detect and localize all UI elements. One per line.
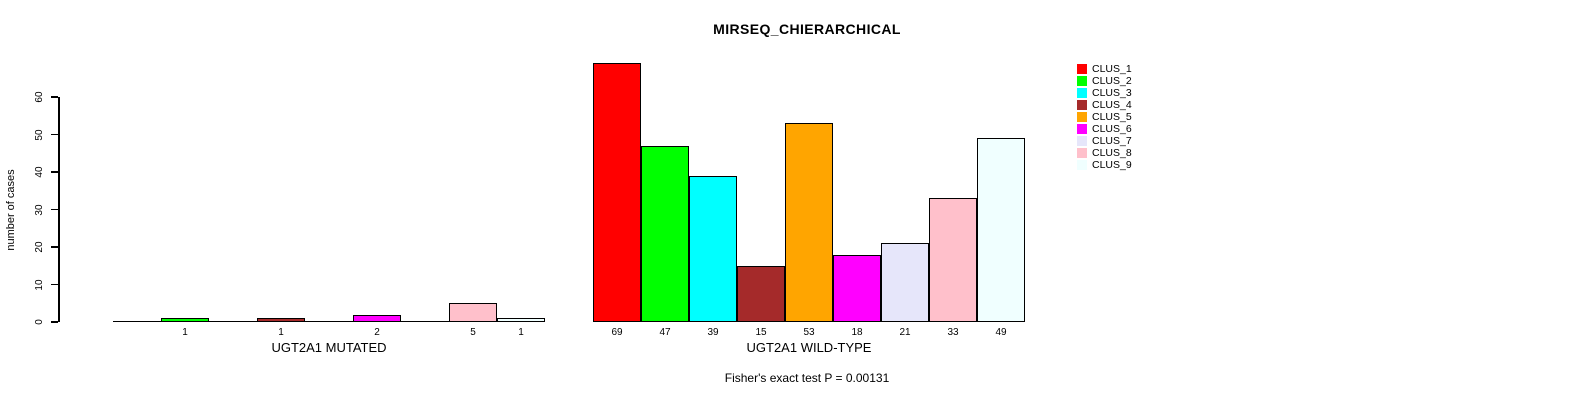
- legend-label: CLUS_3: [1092, 87, 1132, 99]
- fisher-test-footnote: Fisher's exact test P = 0.00131: [724, 371, 890, 385]
- bar-clus_8: [449, 303, 497, 322]
- legend-item-clus_7: CLUS_7: [1077, 135, 1132, 147]
- bar-value-label: 69: [611, 327, 623, 338]
- legend-swatch-clus_1: [1077, 64, 1087, 74]
- chart-title: MIRSEQ_CHIERARCHICAL: [713, 21, 901, 37]
- legend-item-clus_8: CLUS_8: [1077, 147, 1132, 159]
- legend-label: CLUS_2: [1092, 75, 1132, 87]
- y-tick-mark: [51, 283, 58, 286]
- bar-value-label: 2: [374, 327, 380, 338]
- legend-swatch-clus_5: [1077, 112, 1087, 122]
- legend-item-clus_1: CLUS_1: [1077, 63, 1132, 75]
- legend-swatch-clus_8: [1077, 148, 1087, 158]
- bar-clus_9: [977, 138, 1025, 322]
- y-tick-label: 50: [34, 128, 45, 141]
- legend-label: CLUS_7: [1092, 135, 1132, 147]
- legend-label: CLUS_8: [1092, 147, 1132, 159]
- y-tick-label: 20: [34, 241, 45, 253]
- y-tick-label: 0: [34, 319, 45, 325]
- legend: CLUS_1 CLUS_2 CLUS_3 CLUS_4 CLUS_5 CLUS_6 CLUS…: [1077, 63, 1132, 171]
- bar-clus_7: [881, 243, 929, 322]
- y-tick-label: 40: [34, 166, 45, 178]
- legend-swatch-clus_9: [1077, 160, 1087, 170]
- legend-item-clus_6: CLUS_6: [1077, 123, 1132, 135]
- bar-clus_5: [785, 123, 833, 322]
- legend-item-clus_4: CLUS_4: [1077, 99, 1132, 111]
- y-tick-mark: [51, 246, 58, 248]
- y-tick-label: 10: [34, 278, 45, 291]
- legend-item-clus_9: CLUS_9: [1077, 159, 1132, 171]
- bar-value-label: 18: [851, 327, 863, 338]
- bar-value-label: 47: [659, 327, 671, 338]
- bar-clus_4: [737, 265, 785, 322]
- legend-swatch-clus_2: [1077, 76, 1087, 86]
- y-tick-mark: [51, 96, 58, 98]
- bar-value-label: 33: [947, 327, 959, 338]
- bar-value-label: 1: [182, 327, 188, 338]
- y-tick-mark: [51, 171, 58, 173]
- legend-swatch-clus_6: [1077, 124, 1087, 134]
- legend-label: CLUS_1: [1092, 63, 1132, 75]
- x-axis-baseline: [113, 320, 545, 322]
- x-axis-label-wildtype: UGT2A1 WILD-TYPE: [746, 340, 872, 355]
- bar-value-label: 15: [755, 327, 767, 338]
- legend-label: CLUS_9: [1092, 159, 1132, 171]
- legend-label: CLUS_4: [1092, 99, 1132, 111]
- x-axis-label-mutated: UGT2A1 MUTATED: [271, 340, 387, 355]
- legend-label: CLUS_5: [1092, 111, 1132, 123]
- bar-clus_6: [353, 314, 401, 322]
- bar-clus_2: [641, 145, 689, 322]
- bar-value-label: 1: [278, 327, 284, 338]
- y-tick-label: 60: [34, 91, 45, 103]
- legend-swatch-clus_7: [1077, 136, 1087, 146]
- legend-item-clus_3: CLUS_3: [1077, 87, 1132, 99]
- bar-clus_9: [497, 318, 545, 322]
- bar-value-label: 1: [518, 327, 524, 338]
- bar-clus_1: [593, 63, 641, 322]
- legend-swatch-clus_4: [1077, 100, 1087, 110]
- y-tick-mark: [51, 208, 58, 211]
- legend-item-clus_5: CLUS_5: [1077, 111, 1132, 123]
- legend-swatch-clus_3: [1077, 88, 1087, 98]
- bar-value-label: 49: [995, 327, 1007, 338]
- y-axis-label: number of cases: [5, 169, 17, 251]
- bar-value-label: 53: [803, 327, 815, 338]
- y-tick-mark: [51, 321, 58, 323]
- bar-clus_2: [161, 318, 209, 322]
- bar-clus_4: [257, 318, 305, 322]
- bar-value-label: 21: [899, 327, 911, 338]
- legend-label: CLUS_6: [1092, 123, 1132, 135]
- bar-clus_8: [929, 198, 977, 322]
- y-axis-line: [58, 97, 60, 322]
- y-tick-mark: [51, 133, 58, 136]
- y-tick-label: 30: [34, 203, 45, 216]
- bar-value-label: 39: [707, 327, 719, 338]
- bar-clus_3: [689, 175, 737, 322]
- bar-clus_6: [833, 254, 881, 322]
- legend-item-clus_2: CLUS_2: [1077, 75, 1132, 87]
- bar-value-label: 5: [470, 327, 476, 338]
